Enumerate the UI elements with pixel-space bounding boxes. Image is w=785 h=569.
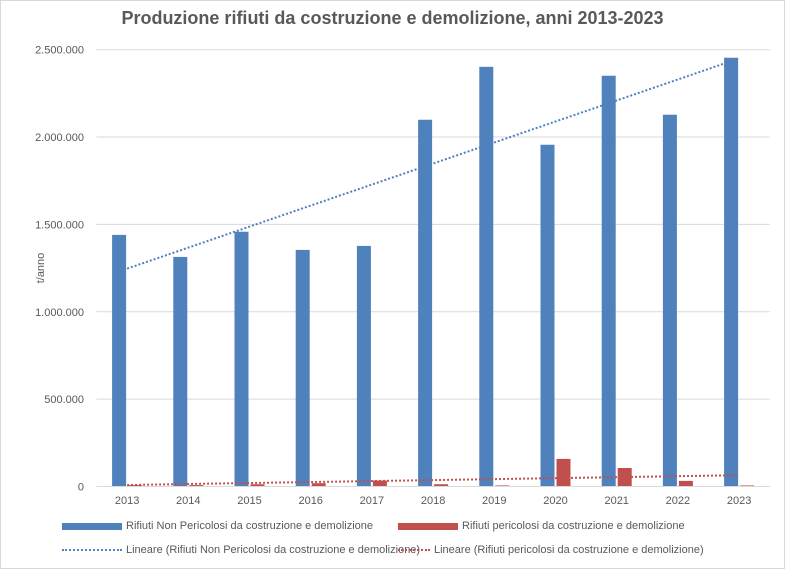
bar-non-pericolosi-2023 — [724, 57, 739, 487]
bar-pericolosi-2018 — [434, 484, 449, 487]
bar-non-pericolosi-2013 — [112, 234, 127, 487]
y-axis-label: t/anno — [35, 253, 47, 284]
bar-pericolosi-2023 — [740, 485, 755, 487]
bar-non-pericolosi-2018 — [418, 119, 433, 487]
x-tick-label: 2015 — [237, 495, 261, 507]
legend-item-series-0: Rifiuti Non Pericolosi da costruzione e … — [62, 520, 373, 532]
bar-pericolosi-2020 — [556, 458, 571, 487]
legend-item-series-1: Rifiuti pericolosi da costruzione e demo… — [398, 520, 685, 532]
y-tick-label: 1.500.000 — [35, 219, 84, 231]
legend-item-trend-0: Lineare (Rifiuti Non Pericolosi da costr… — [62, 544, 420, 556]
legend-line-red — [398, 549, 430, 551]
x-tick-label: 2013 — [115, 495, 139, 507]
bar-non-pericolosi-2015 — [234, 231, 249, 487]
legend-swatch-blue — [62, 522, 122, 530]
trendline-1 — [127, 474, 740, 486]
x-tick-label: 2021 — [604, 495, 628, 507]
legend-label: Lineare (Rifiuti Non Pericolosi da costr… — [126, 544, 421, 556]
bar-non-pericolosi-2017 — [356, 245, 371, 487]
x-tick-label: 2019 — [482, 495, 506, 507]
legend-item-trend-1: Lineare (Rifiuti pericolosi da costruzio… — [398, 544, 704, 556]
x-tick-label: 2023 — [727, 495, 751, 507]
bar-non-pericolosi-2020 — [540, 144, 555, 487]
bar-pericolosi-2014 — [189, 485, 204, 487]
legend-label: Rifiuti Non Pericolosi da costruzione e … — [126, 520, 374, 532]
y-tick-label: 500.000 — [44, 394, 84, 406]
bar-pericolosi-2019 — [495, 485, 510, 487]
bar-non-pericolosi-2016 — [295, 249, 310, 487]
y-tick-label: 2.000.000 — [35, 132, 84, 144]
x-tick-label: 2014 — [176, 495, 200, 507]
y-tick-label: 2.500.000 — [35, 45, 84, 57]
legend-swatch-red — [398, 522, 458, 530]
legend-line-blue — [62, 549, 122, 551]
bar-non-pericolosi-2014 — [173, 256, 188, 487]
x-tick-label: 2022 — [666, 495, 690, 507]
legend-label: Lineare (Rifiuti pericolosi da costruzio… — [434, 544, 704, 556]
bar-pericolosi-2017 — [372, 480, 387, 487]
chart-title: Produzione rifiuti da costruzione e demo… — [121, 8, 664, 28]
x-tick-label: 2020 — [543, 495, 567, 507]
legend-label: Rifiuti pericolosi da costruzione e demo… — [462, 520, 685, 532]
y-tick-label: 1.000.000 — [35, 307, 84, 319]
y-tick-label: 0 — [78, 482, 84, 494]
bar-non-pericolosi-2021 — [601, 75, 616, 487]
trendline-0 — [126, 57, 740, 270]
bar-pericolosi-2015 — [250, 484, 265, 487]
bar-pericolosi-2016 — [311, 483, 326, 487]
bar-pericolosi-2013 — [128, 485, 143, 487]
x-tick-label: 2016 — [298, 495, 322, 507]
bar-non-pericolosi-2019 — [479, 66, 494, 487]
x-tick-label: 2017 — [360, 495, 384, 507]
x-tick-label: 2018 — [421, 495, 445, 507]
bar-non-pericolosi-2022 — [662, 114, 677, 487]
bar-pericolosi-2022 — [678, 480, 693, 487]
